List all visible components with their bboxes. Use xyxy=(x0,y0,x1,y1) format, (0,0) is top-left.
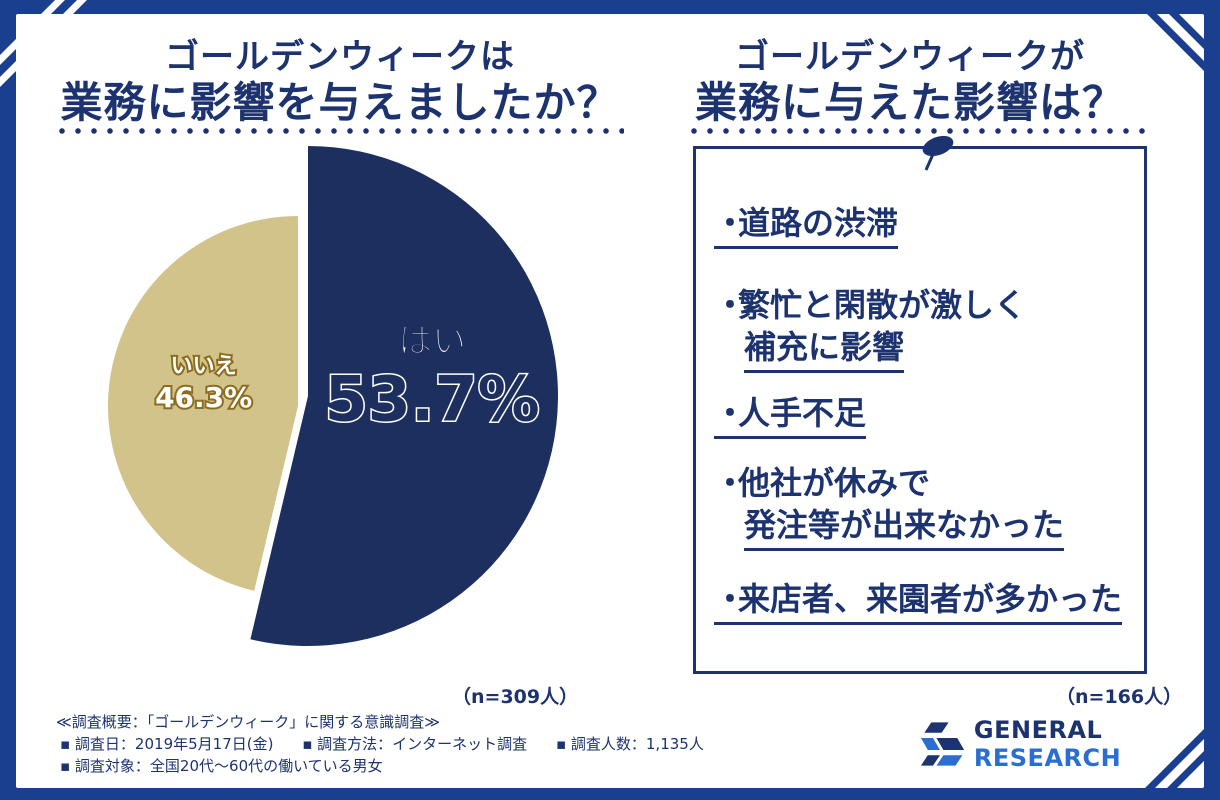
survey-date: ▪ 調査日：2019年5月17日(金) xyxy=(60,735,274,753)
right-heading: ゴールデンウィークが 業務に与えた影響は？ xyxy=(690,36,1130,128)
right-sample-size: （n=166人） xyxy=(1056,686,1183,708)
impact-item-4: ・他社が休みで 発注等が出来なかった xyxy=(714,462,1065,551)
bullet: ・ xyxy=(714,286,747,324)
bullet: ・ xyxy=(714,204,747,242)
left-dotted-divider xyxy=(54,128,624,134)
impact-item-3: ・人手不足 xyxy=(714,392,867,439)
bullet: ・ xyxy=(714,464,747,502)
impact-item-4-line2: 発注等が出来なかった xyxy=(744,504,1065,551)
pie-value-yes: 53.7% xyxy=(325,362,540,435)
impact-item-2: ・繁忙と閑散が激しく 補充に影響 xyxy=(714,284,1026,373)
impacts-panel xyxy=(693,146,1147,674)
right-heading-line1: ゴールデンウィークが xyxy=(735,37,1085,77)
impact-item-3-text: 人手不足 xyxy=(738,394,867,432)
impact-item-1: ・道路の渋滞 xyxy=(714,202,899,249)
pie-label-yes: はい xyxy=(398,321,466,361)
logo-mark-icon xyxy=(920,722,965,766)
bullet: ・ xyxy=(714,394,747,432)
logo-word1: GENERAL xyxy=(973,716,1103,744)
pie-value-no: 46.3% xyxy=(155,381,252,414)
general-research-logo: GENERAL RESEARCH xyxy=(914,716,1220,772)
pie-label-no: いいえ xyxy=(171,354,237,379)
bullet: ・ xyxy=(714,580,747,618)
impact-item-2-line2: 補充に影響 xyxy=(744,326,905,373)
pie-chart: はい 53.7% いいえ 46.3% xyxy=(107,146,558,646)
survey-count: ▪ 調査人数：1,135人 xyxy=(555,735,704,753)
impact-item-4-line1: 他社が休みで xyxy=(738,464,931,502)
survey-summary: ≪調査概要：「ゴールデンウィーク」に関する意識調査≫ xyxy=(56,713,440,731)
pie-slice-yes xyxy=(250,146,558,646)
logo-word2: RESEARCH xyxy=(973,744,1122,772)
impact-item-1-text: 道路の渋滞 xyxy=(738,204,899,242)
right-heading-line2: 業務に与えた影響は？ xyxy=(694,78,1125,127)
survey-details: ▪ 調査日：2019年5月17日(金) ▪ 調査方法：インターネット調査 ▪ 調… xyxy=(60,734,728,754)
impact-item-2-line1: 繁忙と閑散が激しく xyxy=(738,286,1027,324)
survey-method: ▪ 調査方法：インターネット調査 xyxy=(302,735,528,753)
pin-icon xyxy=(922,135,954,171)
left-sample-size: （n=309人） xyxy=(452,686,579,708)
left-heading-line2: 業務に影響を与えましたか？ xyxy=(60,78,620,127)
survey-target: ▪ 調査対象：全国20代〜60代の働いている男女 xyxy=(60,757,383,775)
left-heading: ゴールデンウィークは 業務に影響を与えましたか？ xyxy=(60,36,620,128)
pie-slice-no xyxy=(107,216,298,591)
right-dotted-divider xyxy=(686,128,1146,134)
left-heading-line1: ゴールデンウィークは xyxy=(165,37,515,77)
impact-item-5-text: 来店者、来園者が多かった xyxy=(738,580,1123,618)
impact-item-5: ・来店者、来園者が多かった xyxy=(714,578,1123,625)
